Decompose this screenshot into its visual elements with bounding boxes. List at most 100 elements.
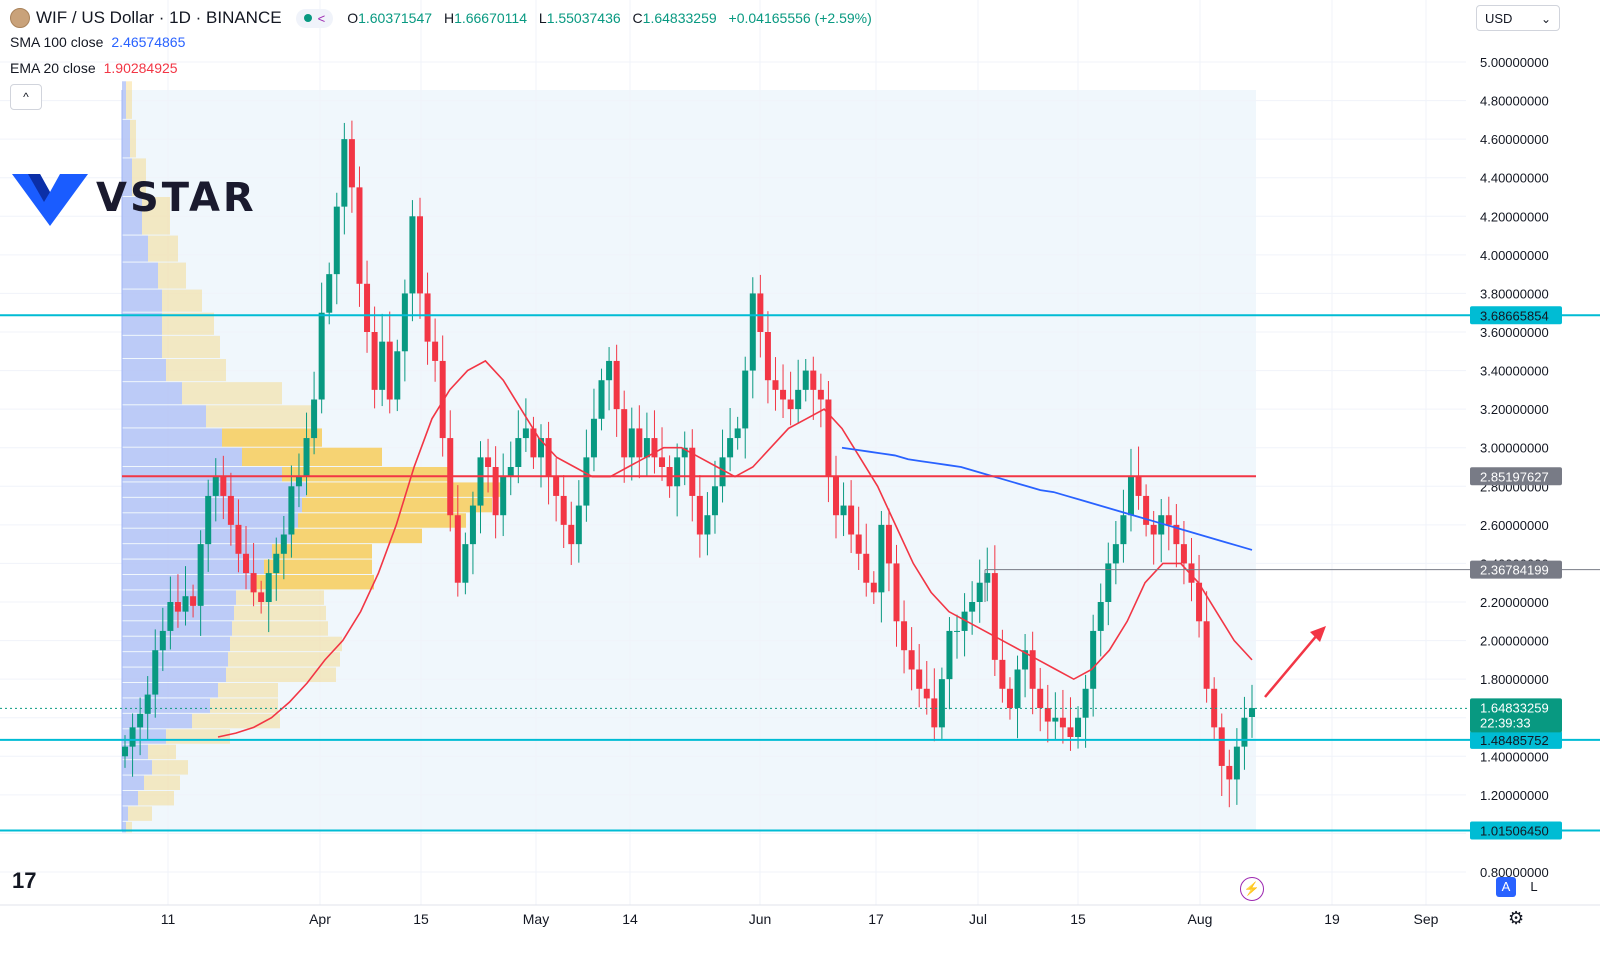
candle-body bbox=[825, 399, 832, 477]
candle-body bbox=[590, 418, 597, 458]
volume-profile-bar-down bbox=[122, 262, 158, 289]
candle-body bbox=[681, 447, 688, 458]
settings-gear-icon[interactable]: ⚙ bbox=[1508, 908, 1525, 928]
candle-body bbox=[560, 495, 567, 525]
volume-profile-bar-up bbox=[282, 467, 452, 482]
candle-body bbox=[802, 370, 809, 390]
candle-body bbox=[908, 650, 915, 670]
price-level-label: 2.36784199 bbox=[1480, 563, 1549, 578]
volume-profile-bar-down bbox=[122, 636, 230, 652]
price-level-badge bbox=[1470, 306, 1562, 325]
candle-body bbox=[401, 293, 408, 352]
x-axis-tick-label: Apr bbox=[309, 911, 331, 927]
market-open-dot-icon bbox=[303, 14, 312, 22]
last-price-badge bbox=[1470, 698, 1562, 733]
candle-body bbox=[485, 457, 492, 467]
candle-body bbox=[553, 476, 560, 496]
volume-profile-bar-up bbox=[144, 775, 180, 790]
candle-body bbox=[1249, 708, 1255, 718]
candle-body bbox=[1006, 688, 1013, 709]
candle-body bbox=[885, 524, 892, 564]
volume-profile-bar-up bbox=[210, 698, 278, 713]
candle-body bbox=[651, 438, 658, 458]
currency-select[interactable]: USD ⌄ bbox=[1476, 5, 1560, 31]
y-axis-tick-label: 1.20000000 bbox=[1480, 788, 1549, 803]
candle-body bbox=[991, 573, 998, 660]
candle-body bbox=[545, 438, 552, 477]
candle-body bbox=[386, 341, 393, 400]
candle-body bbox=[205, 495, 212, 545]
volume-profile-bar-up bbox=[152, 760, 188, 775]
candle-body bbox=[235, 524, 242, 554]
market-status-pill[interactable]: < bbox=[295, 8, 334, 28]
candle-body bbox=[938, 679, 945, 728]
candle-body bbox=[174, 602, 181, 612]
volume-profile-bar-down bbox=[122, 729, 166, 744]
candle-body bbox=[197, 544, 204, 606]
candle-body bbox=[1014, 669, 1021, 709]
candle-body bbox=[1105, 563, 1112, 602]
candle-body bbox=[469, 505, 476, 545]
sma-legend[interactable]: SMA 100 close 2.46574865 bbox=[10, 34, 186, 50]
ema-legend[interactable]: EMA 20 close 1.90284925 bbox=[10, 60, 178, 76]
volume-profile-bar-up bbox=[126, 81, 132, 119]
candle-body bbox=[643, 438, 650, 458]
candle-body bbox=[1075, 717, 1082, 737]
volume-profile-bar-up bbox=[130, 119, 136, 158]
lightning-icon[interactable]: ⚡ bbox=[1240, 877, 1264, 901]
candle-body bbox=[628, 428, 635, 458]
candle-body bbox=[568, 524, 575, 545]
auto-scale-button[interactable]: A bbox=[1496, 877, 1516, 897]
volume-profile-bar-up bbox=[218, 683, 278, 698]
candle-body bbox=[394, 351, 401, 400]
y-axis-tick-label: 1.80000000 bbox=[1480, 672, 1549, 687]
candle-body bbox=[129, 727, 136, 747]
volume-profile-bar-up bbox=[228, 652, 340, 667]
candle-body bbox=[122, 746, 128, 757]
candle-body bbox=[1143, 495, 1150, 525]
volume-profile-bar-down bbox=[122, 621, 232, 636]
candle-body bbox=[1022, 650, 1029, 670]
candle-body bbox=[1037, 688, 1044, 709]
candle-body bbox=[303, 438, 310, 477]
symbol-title[interactable]: WIF / US Dollar · 1D · BINANCE bbox=[36, 8, 282, 27]
y-axis-tick-label: 4.40000000 bbox=[1480, 171, 1549, 186]
candle-body bbox=[227, 495, 234, 525]
vstar-logo: VSTAR bbox=[10, 170, 257, 226]
candle-body bbox=[1135, 476, 1142, 496]
last-price-label: 1.64833259 bbox=[1480, 700, 1549, 715]
candle-body bbox=[734, 428, 741, 439]
price-level-label: 2.85197627 bbox=[1480, 469, 1549, 484]
candle-body bbox=[1203, 621, 1210, 689]
candle-body bbox=[689, 447, 696, 496]
volume-profile-bar-up bbox=[162, 312, 214, 335]
candle-body bbox=[522, 428, 529, 439]
candle-body bbox=[1218, 727, 1225, 766]
candle-body bbox=[583, 457, 590, 506]
candle-body bbox=[923, 688, 930, 699]
candle-body bbox=[477, 457, 484, 506]
candle-body bbox=[462, 544, 469, 583]
y-axis-tick-label: 4.20000000 bbox=[1480, 209, 1549, 224]
chevron-up-icon: ^ bbox=[23, 90, 29, 104]
candle-body bbox=[1029, 650, 1036, 689]
candle-body bbox=[159, 630, 166, 651]
volume-profile-bar-up bbox=[232, 621, 328, 636]
volume-profile-bar-down bbox=[122, 559, 264, 574]
candle-body bbox=[1173, 524, 1180, 545]
collapse-legend-button[interactable]: ^ bbox=[10, 84, 42, 110]
x-axis-tick-label: 14 bbox=[622, 911, 638, 927]
candle-body bbox=[787, 399, 794, 410]
candle-body bbox=[280, 534, 287, 554]
candle-body bbox=[1120, 515, 1127, 545]
candle-body bbox=[1188, 563, 1195, 583]
log-scale-button[interactable]: L bbox=[1530, 879, 1538, 894]
candle-body bbox=[1044, 708, 1051, 722]
x-axis-tick-label: 19 bbox=[1324, 911, 1340, 927]
y-axis-tick-label: 4.00000000 bbox=[1480, 248, 1549, 263]
y-axis-tick-label: 3.40000000 bbox=[1480, 364, 1549, 379]
candle-body bbox=[969, 602, 976, 612]
tradingview-logo-icon[interactable]: 17 bbox=[12, 868, 37, 893]
candle-body bbox=[1226, 765, 1233, 780]
